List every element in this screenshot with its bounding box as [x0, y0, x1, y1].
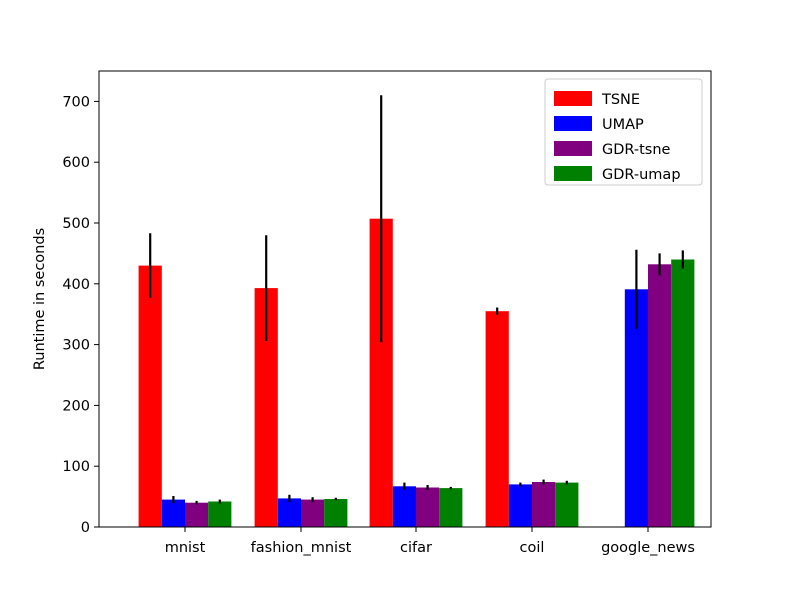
bar-tsne-fashion_mnist	[254, 288, 278, 527]
x-tick-label-google_news: google_news	[601, 540, 695, 556]
bar-tsne-coil	[485, 311, 509, 527]
legend-label-gdr-tsne: GDR-tsne	[602, 142, 671, 158]
x-tick-label-coil: coil	[520, 540, 545, 556]
bar-gdr-tsne-google_news	[648, 264, 672, 527]
legend-swatch-umap	[554, 116, 592, 131]
legend-label-tsne: TSNE	[601, 92, 640, 108]
bar-umap-google_news	[624, 289, 648, 527]
bar-gdr-tsne-coil	[532, 482, 556, 527]
y-tick-label: 0	[81, 520, 90, 536]
x-tick-label-mnist: mnist	[165, 540, 206, 556]
error-bars-layer	[149, 95, 684, 505]
y-tick-label: 600	[62, 155, 90, 171]
y-tick-label: 500	[62, 216, 90, 232]
bar-umap-coil	[508, 484, 532, 527]
y-axis: 0 100 200 300 400 500 600 700	[62, 94, 99, 536]
bar-gdr-umap-fashion_mnist	[324, 499, 348, 527]
y-tick-label: 700	[62, 94, 90, 110]
x-axis: mnist fashion_mnist cifar coil google_news	[165, 527, 695, 556]
bars-layer	[138, 218, 695, 527]
legend-label-umap: UMAP	[602, 117, 644, 133]
y-tick-label: 400	[62, 277, 90, 293]
bar-gdr-tsne-mnist	[185, 502, 209, 527]
bar-umap-mnist	[161, 499, 185, 527]
x-tick-label-fashion_mnist: fashion_mnist	[251, 540, 352, 556]
x-tick-label-cifar: cifar	[400, 540, 432, 556]
bar-gdr-umap-coil	[555, 482, 579, 527]
plot-frame	[98, 70, 712, 528]
y-tick-label: 300	[62, 338, 90, 354]
bar-tsne-cifar	[369, 218, 393, 527]
y-tick-label: 200	[62, 398, 90, 414]
bar-gdr-tsne-cifar	[416, 487, 440, 527]
bar-gdr-umap-cifar	[439, 488, 463, 527]
bar-gdr-umap-mnist	[208, 501, 232, 527]
legend-swatch-tsne	[554, 91, 592, 106]
bar-gdr-tsne-fashion_mnist	[301, 499, 325, 527]
legend-swatch-gdr-umap	[554, 166, 592, 181]
legend: TSNE UMAP GDR-tsne GDR-umap	[544, 78, 703, 186]
bar-tsne-mnist	[138, 265, 162, 527]
y-axis-label: Runtime in seconds	[32, 228, 48, 370]
legend-label-gdr-umap: GDR-umap	[602, 167, 681, 183]
bar-umap-cifar	[392, 486, 416, 527]
bar-gdr-umap-google_news	[671, 259, 695, 527]
bar-umap-fashion_mnist	[277, 498, 301, 527]
legend-swatch-gdr-tsne	[554, 141, 592, 156]
y-tick-label: 100	[62, 459, 90, 475]
